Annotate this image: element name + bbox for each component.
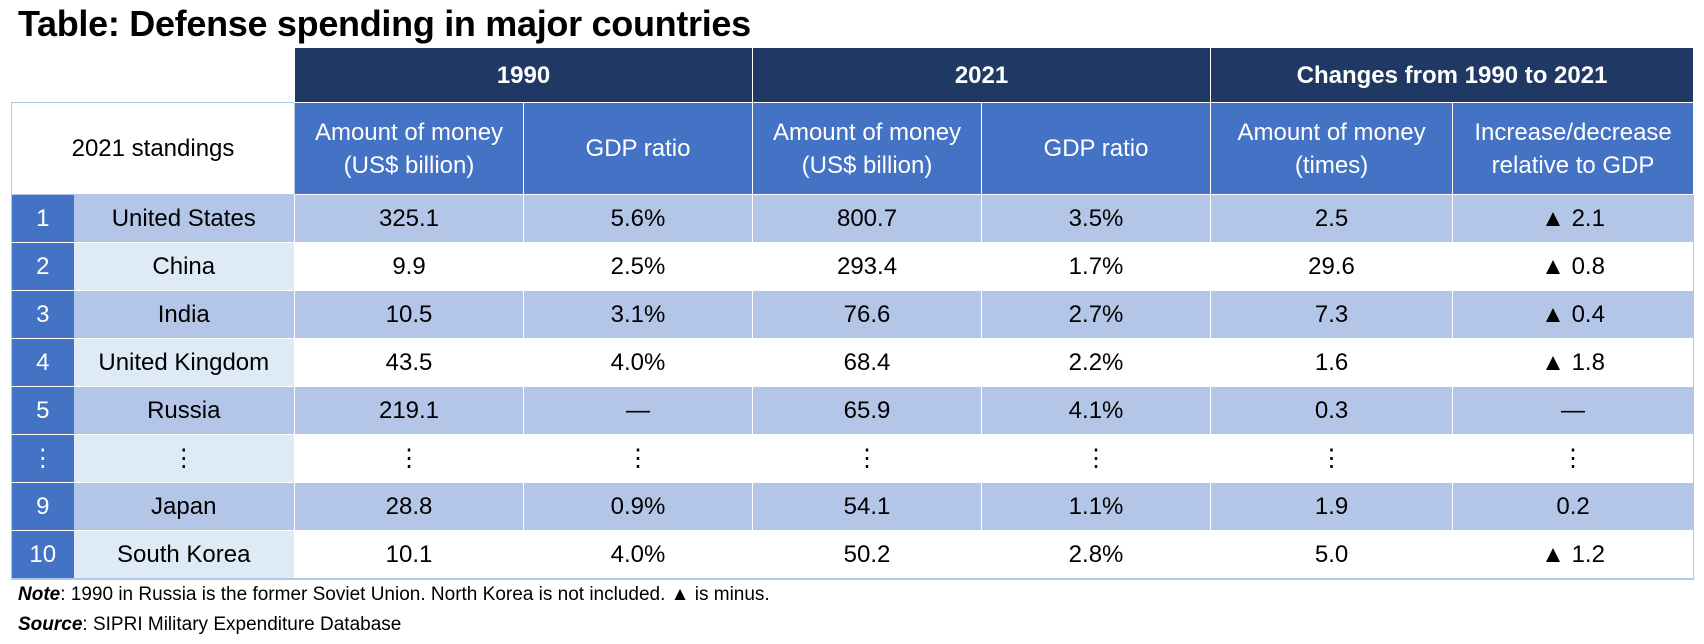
- cell-times: 1.9: [1210, 482, 1453, 531]
- country-cell: ⋮: [73, 434, 295, 483]
- sub-header-row: 2021 standings Amount of money (US$ billi…: [11, 102, 1695, 195]
- note-line: Note: 1990 in Russia is the former Sovie…: [18, 584, 770, 605]
- rank-cell: 9: [11, 482, 74, 531]
- cell-m1990: ⋮: [294, 434, 524, 483]
- cell-times: ⋮: [1210, 434, 1453, 483]
- country-cell: South Korea: [73, 530, 295, 580]
- cell-times: 2.5: [1210, 194, 1453, 243]
- rank-cell: 3: [11, 290, 74, 339]
- table-row: 2 China 9.9 2.5% 293.4 1.7% 29.6 ▲ 0.8: [11, 242, 1695, 291]
- group-header-1990: 1990: [293, 48, 754, 103]
- empty-corner: [11, 48, 295, 103]
- cell-g1990: 3.1%: [522, 290, 753, 339]
- cell-times: 0.3: [1210, 386, 1453, 435]
- cell-g1990: ⋮: [522, 434, 753, 483]
- cell-m2021: ⋮: [752, 434, 982, 483]
- table-row: 5 Russia 219.1—65.9 4.1% 0.3—: [11, 386, 1695, 435]
- cell-g2021: 1.1%: [981, 482, 1211, 531]
- rank-cell: 4: [11, 338, 74, 387]
- standings-header: 2021 standings: [11, 102, 295, 195]
- cell-m2021: 68.4: [752, 338, 982, 387]
- header-change-gdp: Increase/decrease relative to GDP: [1452, 102, 1695, 195]
- cell-gdp-change: ▲ 0.8: [1452, 242, 1695, 291]
- cell-gdp-change: —: [1452, 386, 1695, 435]
- cell-gdp-change: ⋮: [1452, 434, 1695, 483]
- rank-cell: 5: [11, 386, 74, 435]
- country-cell: India: [73, 290, 295, 339]
- group-header-row: 1990 2021 Changes from 1990 to 2021: [11, 48, 1695, 103]
- cell-m1990: 43.5: [294, 338, 524, 387]
- cell-m1990: 28.8: [294, 482, 524, 531]
- country-cell: Japan: [73, 482, 295, 531]
- header-change-times: Amount of money (times): [1210, 102, 1454, 195]
- cell-g2021: 1.7%: [981, 242, 1211, 291]
- cell-m2021: 50.2: [752, 530, 982, 580]
- cell-gdp-change: ▲ 2.1: [1452, 194, 1695, 243]
- footnotes: Note: 1990 in Russia is the former Sovie…: [18, 580, 770, 640]
- cell-m1990: 219.1: [294, 386, 524, 435]
- cell-gdp-change: ▲ 1.2: [1452, 530, 1695, 580]
- source-line: Source: SIPRI Military Expenditure Datab…: [18, 614, 402, 635]
- cell-g1990: 2.5%: [522, 242, 753, 291]
- rank-cell: ⋮: [11, 434, 74, 483]
- cell-gdp-change: ▲ 0.4: [1452, 290, 1695, 339]
- cell-m2021: 800.7: [752, 194, 982, 243]
- cell-times: 1.6: [1210, 338, 1453, 387]
- cell-g2021: 3.5%: [981, 194, 1211, 243]
- cell-g2021: 4.1%: [981, 386, 1211, 435]
- cell-m2021: 54.1: [752, 482, 982, 531]
- table-title: Table: Defense spending in major countri…: [18, 3, 751, 44]
- cell-g2021: 2.8%: [981, 530, 1211, 580]
- table-row: ⋮ ⋮ ⋮ ⋮ ⋮ ⋮ ⋮ ⋮: [11, 434, 1695, 483]
- country-cell: China: [73, 242, 295, 291]
- cell-times: 29.6: [1210, 242, 1453, 291]
- table-row: 10 South Korea 10.1 4.0% 50.2 2.8% 5.0 ▲ 1.2: [11, 530, 1695, 580]
- group-header-changes: Changes from 1990 to 2021: [1210, 48, 1695, 103]
- cell-g2021: 2.2%: [981, 338, 1211, 387]
- cell-g1990: 0.9%: [522, 482, 753, 531]
- header-1990-money: Amount of money (US$ billion): [294, 102, 524, 195]
- country-cell: Russia: [73, 386, 295, 435]
- table-row: 9 Japan 28.8 0.9% 54.1 1.1% 1.9 0.2: [11, 482, 1695, 531]
- group-header-2021: 2021: [752, 48, 1212, 103]
- cell-g1990: —: [522, 386, 753, 435]
- cell-gdp-change: ▲ 1.8: [1452, 338, 1695, 387]
- country-cell: United States: [73, 194, 295, 243]
- cell-m1990: 9.9: [294, 242, 524, 291]
- cell-m1990: 10.5: [294, 290, 524, 339]
- cell-g1990: 4.0%: [522, 338, 753, 387]
- cell-g1990: 5.6%: [522, 194, 753, 243]
- table-row: 4 United Kingdom 43.5 4.0% 68.4 2.2% 1.6 ▲ 1.8: [11, 338, 1695, 387]
- cell-m2021: 76.6: [752, 290, 982, 339]
- country-cell: United Kingdom: [73, 338, 295, 387]
- header-2021-gdp: GDP ratio: [981, 102, 1212, 195]
- cell-g2021: 2.7%: [981, 290, 1211, 339]
- cell-m2021: 65.9: [752, 386, 982, 435]
- rank-cell: 2: [11, 242, 74, 291]
- cell-g2021: ⋮: [981, 434, 1211, 483]
- table-row: 3 India 10.5 3.1% 76.6 2.7% 7.3 ▲ 0.4: [11, 290, 1695, 339]
- rank-cell: 10: [11, 530, 74, 580]
- cell-g1990: 4.0%: [522, 530, 753, 580]
- defense-spending-table: 1990 2021 Changes from 1990 to 2021 2021…: [11, 48, 1695, 580]
- cell-m2021: 293.4: [752, 242, 982, 291]
- header-2021-money: Amount of money (US$ billion): [752, 102, 983, 195]
- cell-m1990: 325.1: [294, 194, 524, 243]
- cell-m1990: 10.1: [294, 530, 524, 580]
- rank-cell: 1: [11, 194, 74, 243]
- cell-times: 7.3: [1210, 290, 1453, 339]
- cell-gdp-change: 0.2: [1452, 482, 1695, 531]
- cell-times: 5.0: [1210, 530, 1453, 580]
- table-row: 1 United States 325.1 5.6% 800.7 3.5% 2.5 ▲ 2.1: [11, 194, 1695, 243]
- header-1990-gdp: GDP ratio: [522, 102, 754, 195]
